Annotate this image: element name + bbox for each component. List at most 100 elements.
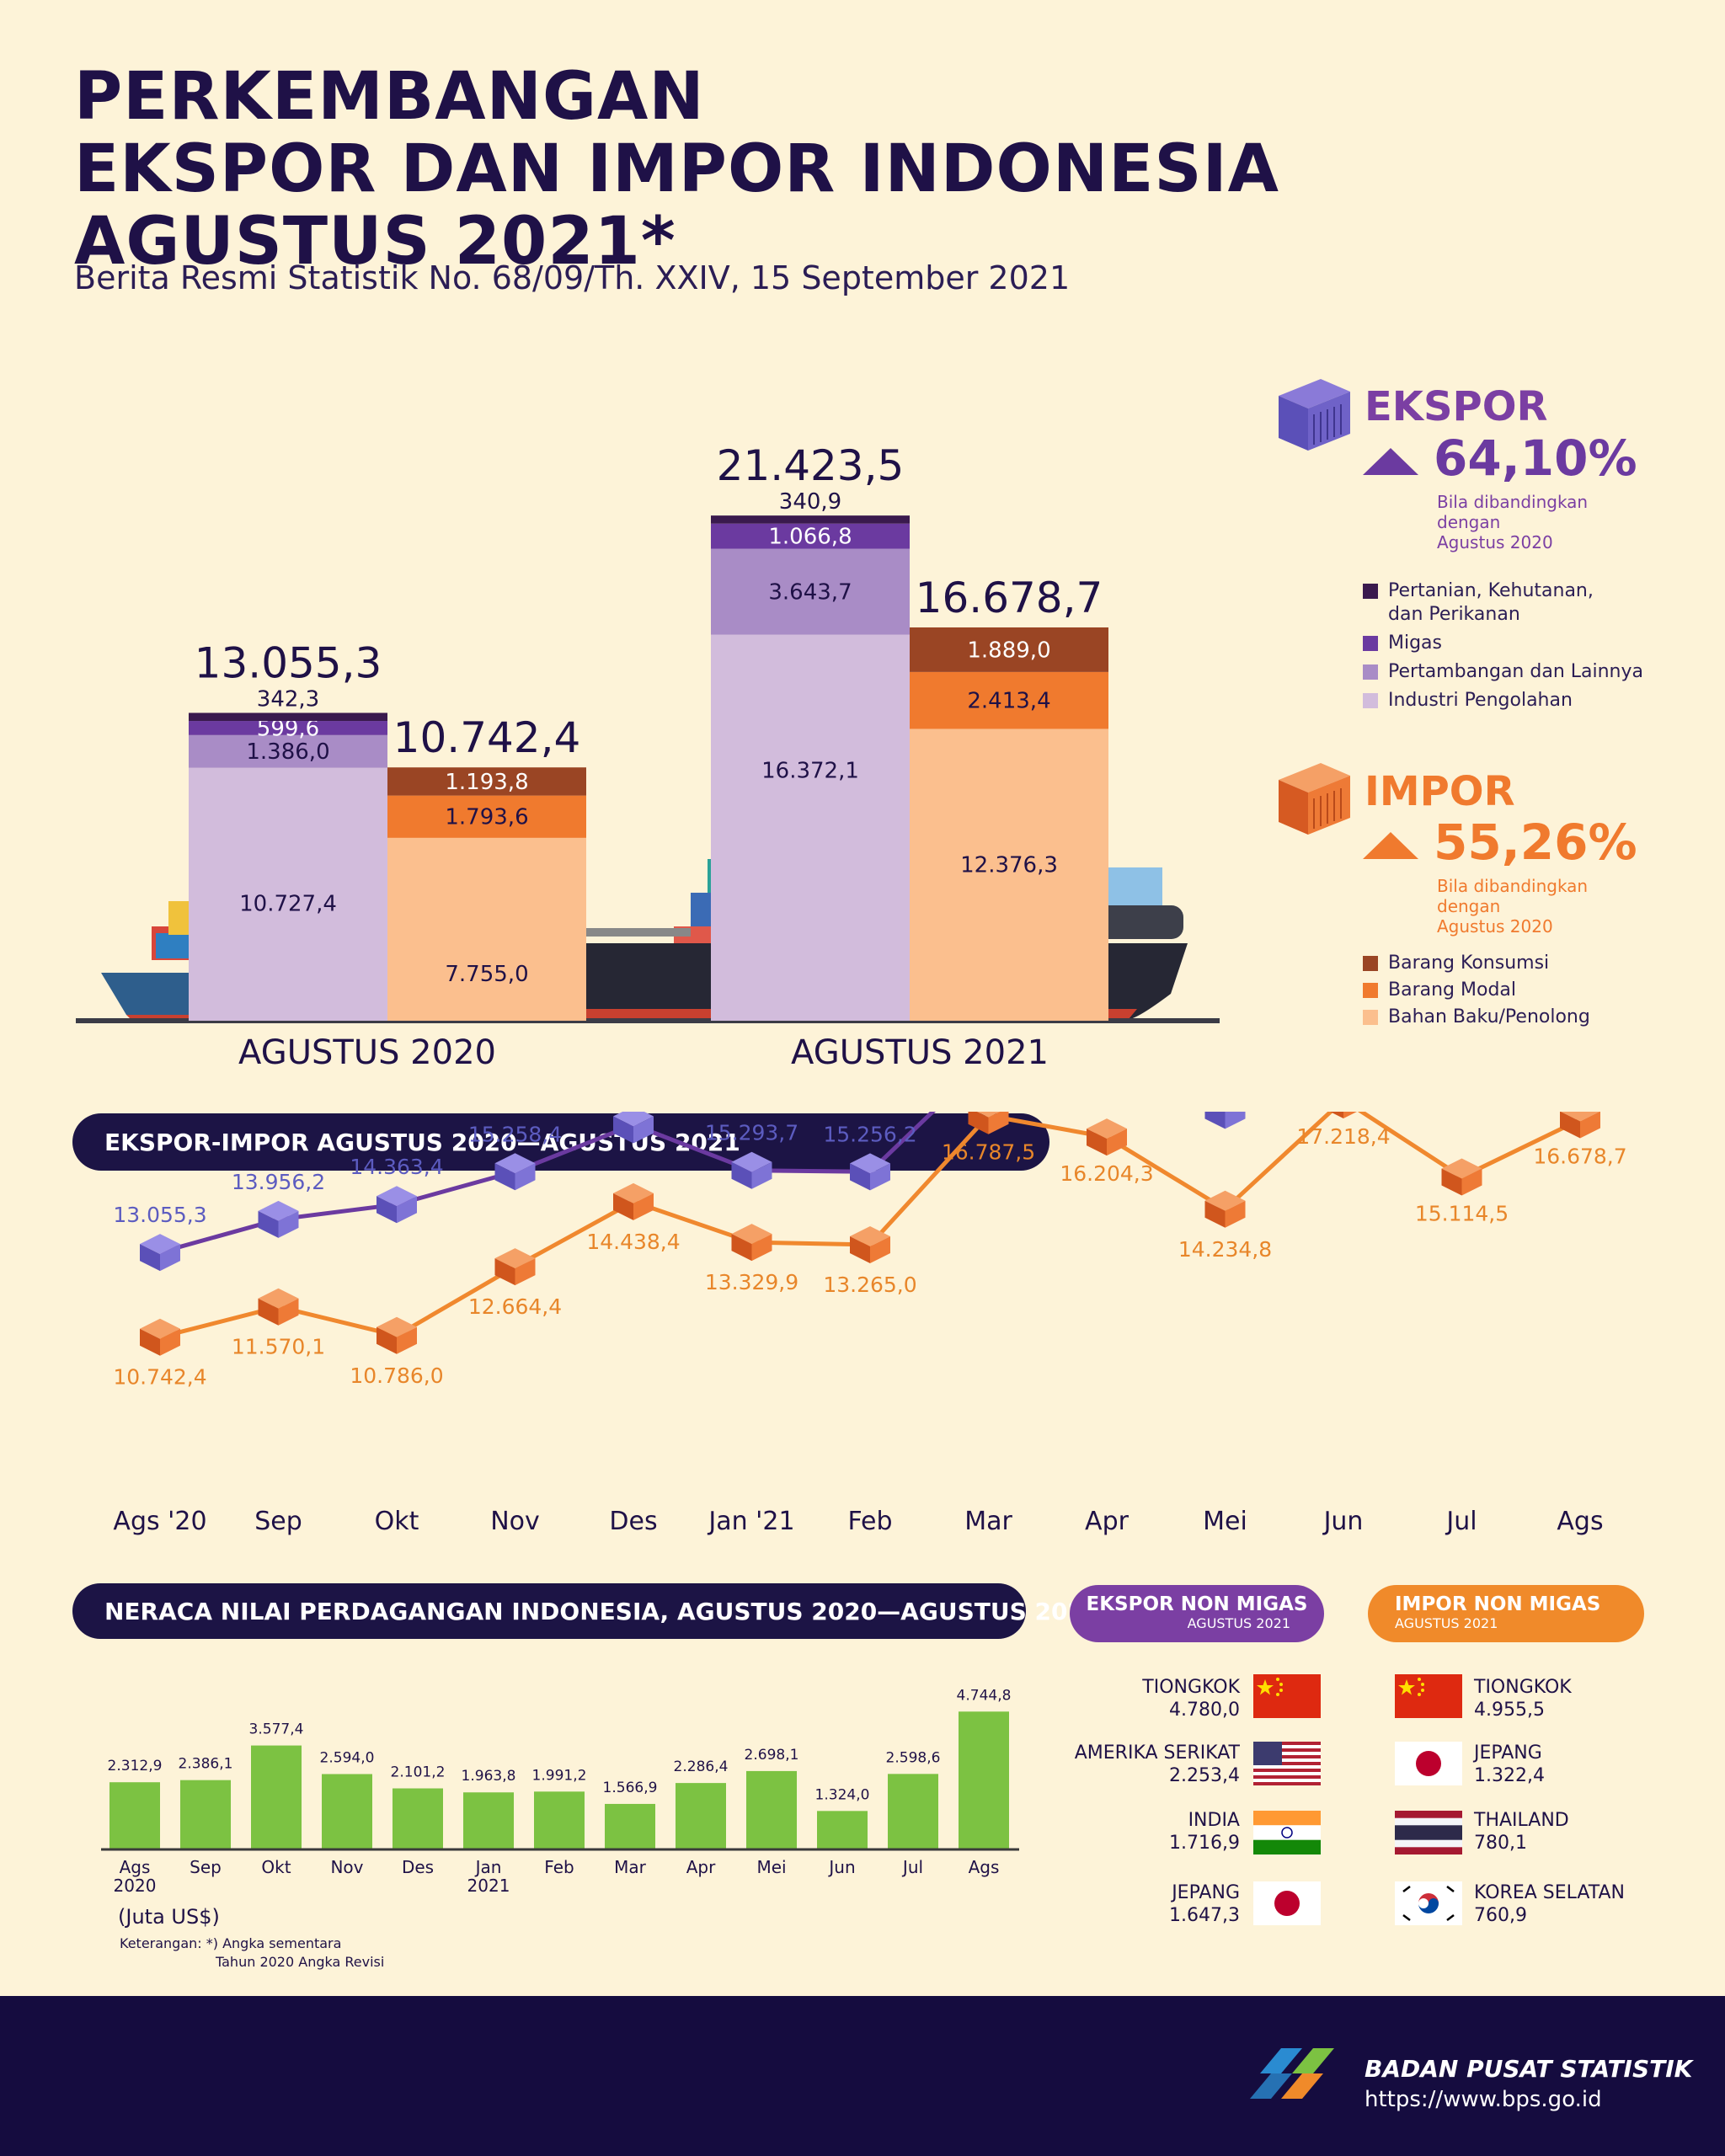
- marker-impor-4: [613, 1182, 654, 1220]
- balance-bar-3: [322, 1774, 372, 1849]
- marker-ekspor-1: [258, 1200, 299, 1238]
- impor-heading: IMPOR: [1365, 768, 1515, 815]
- stack-segment-label-impor-1-0: 12.376,3: [960, 852, 1058, 878]
- footer-band: [0, 1996, 1725, 2156]
- marker-ekspor-9: [1204, 1112, 1246, 1129]
- balance-x-label-0-0: Ags: [120, 1857, 151, 1877]
- impor-partner-3: THAILAND 780,1: [1474, 1810, 1569, 1854]
- legend-swatch-migas: [1363, 636, 1378, 651]
- stack-segment-label-impor-1-1: 2.413,4: [967, 689, 1050, 714]
- x-tick-label-6: Feb: [847, 1507, 892, 1536]
- impor-partner-4: KOREA SELATAN 760,9: [1474, 1882, 1625, 1926]
- title-line-3: AGUSTUS 2021*: [74, 204, 676, 280]
- marker-impor-9: [1204, 1190, 1246, 1228]
- x-tick-label-1: Sep: [254, 1507, 302, 1536]
- marker-ekspor-0: [140, 1234, 180, 1272]
- stack-segment-ekspor-0-1: [189, 734, 387, 768]
- marker-impor-12: [1560, 1112, 1600, 1139]
- category-label-agustus-2020: AGUSTUS 2020: [238, 1033, 496, 1072]
- value-label-ekspor-3: 15.258,4: [468, 1122, 562, 1146]
- balance-x-label-4-0: Des: [402, 1857, 434, 1877]
- balance-x-label-7-0: Mar: [614, 1857, 647, 1877]
- impor-up-arrow-icon: [1363, 832, 1418, 859]
- stack-segment-impor-1-1: [910, 671, 1108, 729]
- x-tick-label-11: Jul: [1445, 1507, 1477, 1536]
- balance-x-label-1-0: Sep: [190, 1857, 222, 1877]
- legend-swatch-pertambangan: [1363, 664, 1378, 680]
- stack-segment-label-ekspor-1-0: 16.372,1: [761, 759, 859, 784]
- balance-x-label-9-0: Mei: [756, 1857, 786, 1877]
- balance-x-label-3-0: Nov: [330, 1857, 363, 1877]
- legend-swatch-bahan-baku: [1363, 1010, 1378, 1025]
- value-label-ekspor-5: 15.293,7: [705, 1121, 798, 1145]
- stack-segment-label-ekspor-0-0: 10.727,4: [239, 892, 337, 917]
- marker-impor-0: [140, 1318, 180, 1356]
- korea-flag-icon: [1395, 1881, 1462, 1925]
- x-tick-label-2: Okt: [375, 1507, 419, 1536]
- stack-segment-impor-0-1: [387, 795, 586, 838]
- marker-ekspor-5: [731, 1151, 772, 1189]
- stack-segment-label-ekspor-1-1: 3.643,7: [768, 580, 852, 606]
- marker-impor-3: [494, 1248, 536, 1286]
- value-label-impor-8: 16.204,3: [1060, 1161, 1153, 1186]
- trade-balance-bar-chart: 2.312,9Ags20202.386,1Sep3.577,4Okt2.594,…: [101, 1687, 1019, 1895]
- legend-swatch-industri: [1363, 693, 1378, 708]
- value-label-ekspor-0: 13.055,3: [113, 1203, 206, 1227]
- x-tick-label-3: Nov: [490, 1507, 540, 1536]
- value-label-impor-7: 16.787,5: [942, 1140, 1035, 1165]
- legend-swatch-modal: [1363, 983, 1378, 998]
- ekspor-partner-4: JEPANG 1.647,3: [1169, 1882, 1240, 1926]
- value-label-impor-4: 14.438,4: [586, 1230, 680, 1254]
- stack-segment-label-ekspor-0-3: 342,3: [257, 686, 319, 712]
- balance-value-label-7: 1.566,9: [603, 1780, 658, 1796]
- ekspor-partner-2: AMERIKA SERIKAT 2.253,4: [1074, 1742, 1240, 1786]
- stack-segment-ekspor-1-3: [711, 515, 910, 524]
- value-label-ekspor-2: 14.363,4: [350, 1155, 443, 1179]
- value-label-impor-10: 17.218,4: [1296, 1124, 1390, 1149]
- stack-segment-impor-0-2: [387, 767, 586, 796]
- stack-segment-ekspor-1-1: [711, 548, 910, 635]
- balance-value-label-12: 4.744,8: [957, 1687, 1012, 1704]
- stack-segment-ekspor-0-0: [189, 767, 387, 1021]
- bps-logo-icon: [1250, 2048, 1334, 2099]
- value-label-impor-0: 10.742,4: [113, 1365, 206, 1390]
- value-label-impor-3: 12.664,4: [468, 1294, 562, 1319]
- stack-segment-label-impor-0-1: 1.793,6: [445, 805, 528, 830]
- balance-x-label-12-0: Ags: [969, 1857, 1000, 1877]
- balance-bar-8: [676, 1783, 726, 1849]
- stack-segment-impor-0-0: [387, 837, 586, 1021]
- balance-bar-9: [746, 1770, 797, 1849]
- india-flag-icon: [1253, 1811, 1321, 1854]
- marker-impor-5: [731, 1224, 772, 1262]
- stack-segment-ekspor-1-0: [711, 634, 910, 1021]
- balance-bar-11: [888, 1774, 938, 1849]
- stack-segment-impor-1-0: [910, 728, 1108, 1021]
- value-label-impor-6: 13.265,0: [823, 1273, 916, 1297]
- footer-org-name: BADAN PUSAT STATISTIK: [1365, 2055, 1693, 2083]
- marker-ekspor-2: [377, 1186, 417, 1224]
- balance-bar-6: [534, 1791, 585, 1849]
- balance-x-label-10-0: Jun: [827, 1857, 855, 1877]
- balance-value-label-9: 2.698,1: [745, 1747, 799, 1764]
- stack-total-ekspor-1: 21.423,5: [717, 441, 905, 490]
- ekspor-non-migas-banner: EKSPOR NON MIGAS AGUSTUS 2021: [1070, 1585, 1324, 1642]
- title-line-1: PERKEMBANGAN: [74, 59, 705, 135]
- ekspor-heading: EKSPOR: [1365, 383, 1548, 430]
- value-label-impor-9: 14.234,8: [1178, 1237, 1272, 1262]
- footer-url[interactable]: https://www.bps.go.id: [1365, 2087, 1602, 2112]
- balance-bar-7: [605, 1803, 655, 1849]
- value-label-impor-1: 11.570,1: [232, 1335, 325, 1359]
- balance-x-label-2-0: Okt: [261, 1857, 291, 1877]
- balance-value-label-6: 1.991,2: [532, 1767, 587, 1784]
- ekspor-change-percent: 64,10%: [1434, 430, 1637, 487]
- stack-segment-ekspor-0-3: [189, 712, 387, 722]
- stack-segment-ekspor-0-2: [189, 721, 387, 735]
- stack-segment-label-ekspor-1-3: 340,9: [779, 489, 841, 515]
- balance-x-label-11-0: Jul: [901, 1857, 923, 1877]
- balance-value-label-4: 2.101,2: [391, 1764, 446, 1781]
- value-label-impor-5: 13.329,9: [705, 1270, 798, 1294]
- ekspor-partner-1: TIONGKOK 4.780,0: [1142, 1677, 1240, 1721]
- x-tick-label-12: Ags: [1557, 1507, 1603, 1536]
- ekspor-container-icon: [1279, 379, 1350, 451]
- balance-x-label-6-0: Feb: [544, 1857, 574, 1877]
